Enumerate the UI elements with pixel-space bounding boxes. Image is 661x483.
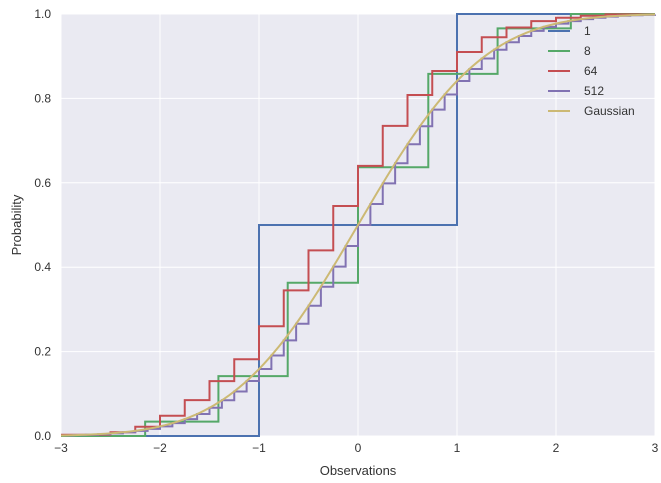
- y-tick-label: 0.4: [34, 260, 51, 274]
- ticks: −3 −2 −1 0 1 2 3 0.0 0.2 0.4 0.6 0.8 1.0: [34, 7, 658, 455]
- x-axis-label: Observations: [320, 463, 397, 478]
- legend-label: 8: [584, 44, 591, 58]
- series-line-gaussian: [60, 13, 656, 437]
- x-tick-label: −2: [153, 441, 167, 455]
- y-axis-label: Probability: [9, 194, 24, 255]
- x-tick-label: −3: [54, 441, 68, 455]
- legend-label: Gaussian: [584, 104, 635, 118]
- x-tick-label: 3: [652, 441, 659, 455]
- x-tick-label: 2: [553, 441, 560, 455]
- x-tick-label: −1: [252, 441, 266, 455]
- legend-label: 1: [584, 24, 591, 38]
- legend-label: 512: [584, 84, 604, 98]
- legend-label: 64: [584, 64, 598, 78]
- legend: 1 8 64 512 Gaussian: [548, 24, 635, 118]
- y-tick-label: 0.8: [34, 91, 51, 105]
- y-tick-label: 0.2: [34, 345, 51, 359]
- y-tick-label: 0.6: [34, 176, 51, 190]
- series-line-64: [61, 13, 655, 436]
- y-tick-label: 0.0: [34, 429, 51, 443]
- y-tick-label: 1.0: [34, 7, 51, 21]
- series-layer: [60, 13, 656, 437]
- x-tick-label: 1: [454, 441, 461, 455]
- x-tick-label: 0: [355, 441, 362, 455]
